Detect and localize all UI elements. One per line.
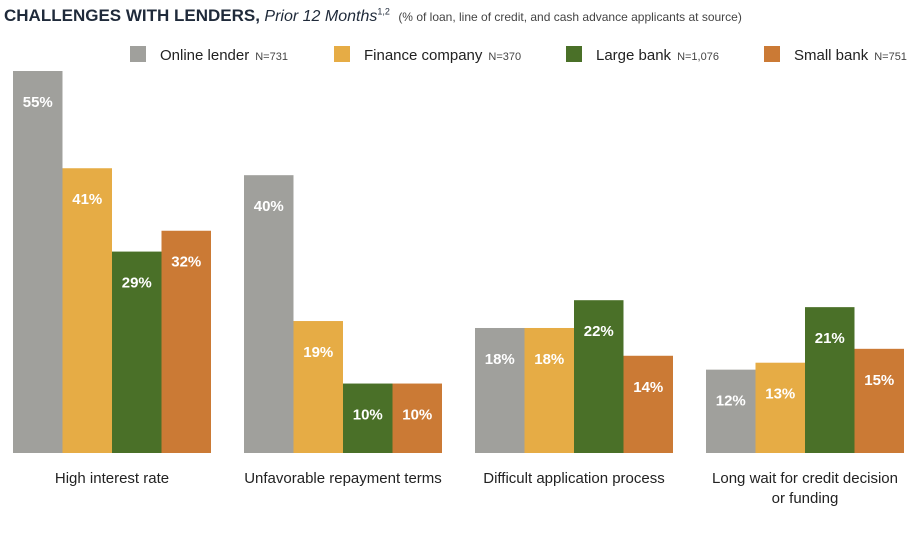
- bars: 55% 41% 29% 32% 40% 19% 10% 10% 18% 18% 22% 14% 12% 1…: [13, 71, 904, 453]
- bar-value-label: 10%: [353, 407, 383, 424]
- bar-value-label: 13%: [765, 386, 795, 403]
- bar-finance-company-3: [524, 327, 574, 453]
- legend-n-online-lender: N=731: [255, 51, 288, 63]
- bar-online-lender-1: [13, 71, 63, 453]
- bar-small-bank-4: [854, 348, 904, 453]
- bar-large-bank-3: [574, 300, 624, 453]
- title-main: CHALLENGES WITH LENDERS,: [4, 6, 260, 25]
- bar-online-lender-4: [706, 369, 756, 453]
- bar-value-label: 40%: [254, 198, 284, 215]
- bar-value-label: 14%: [633, 379, 663, 396]
- bar-small-bank-3: [623, 355, 673, 453]
- bar-value-label: 12%: [716, 393, 746, 410]
- bar-value-label: 41%: [72, 191, 102, 208]
- bar-value-label: 29%: [122, 275, 152, 292]
- category-labels: High interest rate Unfavorable repayment …: [55, 470, 898, 507]
- bar-small-bank-1: [161, 230, 211, 453]
- bar-finance-company-1: [62, 168, 112, 453]
- bar-online-lender-2: [244, 175, 294, 453]
- legend: Online lender N=731 Finance company N=370 La…: [130, 46, 907, 64]
- legend-n-finance-company: N=370: [488, 51, 521, 63]
- bar-value-label: 55%: [23, 94, 53, 111]
- title-superscript: 1,2: [377, 6, 390, 17]
- legend-label-small-bank: Small bank: [794, 47, 869, 64]
- category-label: Long wait for credit decision: [712, 470, 898, 487]
- category-label: High interest rate: [55, 470, 169, 487]
- bar-large-bank-2: [343, 383, 393, 453]
- title-italic: Prior 12 Months: [264, 8, 378, 25]
- legend-swatch-online-lender: [130, 46, 146, 62]
- bar-online-lender-3: [475, 327, 525, 453]
- bar-small-bank-2: [392, 383, 442, 453]
- bar-value-label: 18%: [485, 351, 515, 368]
- chart-title: CHALLENGES WITH LENDERS, Prior 12 Months…: [4, 6, 742, 26]
- bar-finance-company-4: [755, 362, 805, 453]
- legend-swatch-finance-company: [334, 46, 350, 62]
- bar-value-label: 15%: [864, 372, 894, 389]
- legend-label-online-lender: Online lender: [160, 47, 249, 64]
- legend-swatch-large-bank: [566, 46, 582, 62]
- category-label: Difficult application process: [483, 470, 664, 487]
- bar-large-bank-1: [112, 251, 162, 453]
- category-label: Unfavorable repayment terms: [244, 470, 442, 487]
- legend-label-large-bank: Large bank: [596, 47, 672, 64]
- title-note: (% of loan, line of credit, and cash adv…: [398, 10, 742, 24]
- bar-finance-company-2: [293, 321, 343, 453]
- bar-value-label: 18%: [534, 351, 564, 368]
- bar-value-label: 22%: [584, 323, 614, 340]
- legend-swatch-small-bank: [764, 46, 780, 62]
- category-label: or funding: [772, 490, 839, 507]
- bar-value-label: 32%: [171, 254, 201, 271]
- legend-label-finance-company: Finance company: [364, 47, 483, 64]
- bar-value-label: 21%: [815, 330, 845, 347]
- bar-value-label: 19%: [303, 344, 333, 361]
- bar-large-bank-4: [805, 307, 855, 453]
- bar-value-label: 10%: [402, 407, 432, 424]
- legend-n-large-bank: N=1,076: [677, 51, 719, 63]
- legend-n-small-bank: N=751: [874, 51, 907, 63]
